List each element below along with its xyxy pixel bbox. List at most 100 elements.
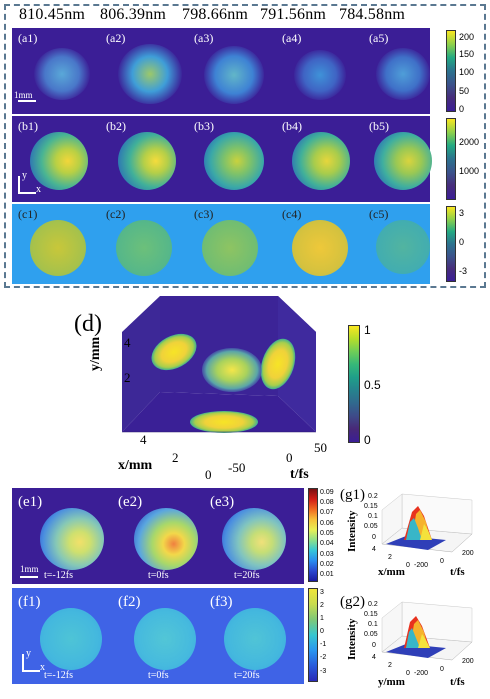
label-b5: (b5) bbox=[369, 119, 389, 133]
colorbar-d-tick-05: 0.5 bbox=[364, 378, 381, 392]
phase-c2 bbox=[116, 220, 172, 276]
panel-d-x-tick-4: 4 bbox=[140, 432, 147, 447]
panel-g1-z-label: Intensity bbox=[346, 510, 358, 552]
label-c2: (c2) bbox=[106, 207, 126, 221]
slice-right bbox=[260, 338, 296, 390]
panel-d-y-axis-label: y/mm bbox=[88, 336, 103, 371]
label-b3: (b3) bbox=[194, 119, 214, 133]
panel-g2-label: (g2) bbox=[340, 594, 365, 610]
label-a1: (a1) bbox=[18, 31, 38, 45]
colorbar-c bbox=[446, 206, 456, 282]
scale-bar-label-e: 1mm bbox=[20, 564, 39, 574]
colorbar-d bbox=[348, 325, 360, 443]
panel-d-t-tick-50: 50 bbox=[314, 440, 327, 455]
panel-g2-x-label: y/mm bbox=[378, 676, 405, 688]
beam-a4 bbox=[294, 50, 346, 100]
row-e-panel: (e1) (e2) (e3) t=-12fs t=0fs t=20fs 1mm bbox=[12, 488, 304, 584]
beam-b2 bbox=[118, 132, 176, 190]
label-c5: (c5) bbox=[369, 207, 389, 221]
label-b2: (b2) bbox=[106, 119, 126, 133]
wavelength-4: 791.56nm bbox=[260, 6, 327, 23]
colorbar-d-tick-1: 1 bbox=[364, 323, 371, 337]
panel-g2-z-label: Intensity bbox=[346, 618, 358, 660]
axis-x-label-f: x bbox=[40, 662, 45, 673]
cube-left-face bbox=[122, 296, 160, 432]
phase-f1 bbox=[40, 608, 102, 670]
axis-y-label-f: y bbox=[26, 648, 31, 659]
wavelength-3: 798.66nm bbox=[182, 6, 249, 23]
label-f2: (f2) bbox=[118, 594, 141, 610]
beam-b4 bbox=[292, 132, 350, 190]
panel-d-x-axis-label: x/mm bbox=[118, 458, 153, 473]
beam-a5 bbox=[376, 48, 430, 100]
colorbar-b bbox=[446, 118, 456, 200]
axis-y-label-b: y bbox=[22, 170, 27, 181]
panel-g1-t-label: t/fs bbox=[450, 566, 465, 578]
row-c-panel: (c1) (c2) (c3) (c4) (c5) bbox=[12, 204, 430, 284]
wavelength-2: 806.39nm bbox=[100, 6, 167, 23]
beam-b1 bbox=[30, 132, 88, 190]
beam-e2 bbox=[134, 508, 198, 570]
slice-bottom bbox=[190, 411, 258, 433]
panel-d-label: (d) bbox=[74, 311, 102, 337]
colorbar-e bbox=[308, 488, 318, 582]
colorbar-d-tick-0: 0 bbox=[364, 433, 371, 447]
time-f1: t=-12fs bbox=[44, 670, 73, 681]
panel-d-y-tick-2: 2 bbox=[124, 370, 131, 385]
panel-d-x-tick-2: 2 bbox=[172, 450, 179, 465]
time-e1: t=-12fs bbox=[44, 570, 73, 581]
row-b-panel: (b1) (b2) (b3) (b4) (b5) y x bbox=[12, 116, 432, 202]
label-a5: (a5) bbox=[369, 31, 389, 45]
label-e3: (e3) bbox=[210, 494, 235, 510]
panel-d-t-tick-neg50: -50 bbox=[228, 460, 246, 475]
label-a4: (a4) bbox=[282, 31, 302, 45]
beam-b5 bbox=[374, 132, 432, 190]
label-f1: (f1) bbox=[18, 594, 41, 610]
phase-c4 bbox=[292, 220, 348, 276]
beam-a1 bbox=[34, 48, 90, 100]
phase-c1 bbox=[30, 220, 86, 276]
panel-d-t-axis-label: t/fs bbox=[290, 467, 309, 482]
panel-g2-t-label: t/fs bbox=[450, 676, 465, 688]
wavelength-5: 784.58nm bbox=[339, 6, 406, 23]
label-b4: (b4) bbox=[282, 119, 302, 133]
label-c4: (c4) bbox=[282, 207, 302, 221]
beam-e1 bbox=[40, 508, 104, 570]
beam-e3 bbox=[222, 508, 286, 570]
label-a3: (a3) bbox=[194, 31, 214, 45]
label-b1: (b1) bbox=[18, 119, 38, 133]
label-c1: (c1) bbox=[18, 207, 38, 221]
panel-g1-x-label: x/mm bbox=[378, 566, 405, 578]
cube-right-face bbox=[278, 296, 316, 432]
slice-left bbox=[151, 333, 197, 371]
axes-indicator-b: y x bbox=[16, 170, 41, 196]
beam-a3 bbox=[204, 46, 264, 104]
time-e2: t=0fs bbox=[148, 570, 169, 581]
colorbar-f bbox=[308, 588, 318, 682]
axis-x-label-b: x bbox=[36, 184, 41, 195]
time-e3: t=20fs bbox=[234, 570, 260, 581]
panel-d-x-tick-0: 0 bbox=[205, 467, 212, 482]
time-f2: t=0fs bbox=[148, 670, 169, 681]
label-e2: (e2) bbox=[118, 494, 143, 510]
label-c3: (c3) bbox=[194, 207, 214, 221]
row-f-panel: (f1) (f2) (f3) t=-12fs t=0fs t=20fs y x bbox=[12, 588, 304, 684]
phase-f3 bbox=[224, 608, 286, 670]
scale-bar-label-a: 1mm bbox=[14, 90, 33, 100]
beam-core bbox=[202, 348, 262, 392]
row-a-panel: (a1) (a2) (a3) (a4) (a5) 1mm bbox=[12, 28, 430, 114]
panel-d-y-tick-4: 4 bbox=[124, 335, 131, 350]
panel-g2-surface bbox=[381, 601, 473, 661]
colorbar-a bbox=[446, 30, 456, 112]
label-f3: (f3) bbox=[210, 594, 233, 610]
axes-indicator-f: y x bbox=[20, 648, 45, 674]
beam-a2 bbox=[118, 44, 182, 104]
scale-bar-e bbox=[20, 576, 38, 578]
panel-d-t-tick-0: 0 bbox=[286, 450, 293, 465]
beam-b3 bbox=[204, 132, 264, 190]
panel-g1-surface bbox=[381, 493, 473, 553]
wavelength-1: 810.45nm bbox=[19, 6, 86, 23]
panel-g1-label: (g1) bbox=[340, 487, 365, 503]
label-a2: (a2) bbox=[106, 31, 126, 45]
panel-d-cube bbox=[122, 296, 316, 433]
